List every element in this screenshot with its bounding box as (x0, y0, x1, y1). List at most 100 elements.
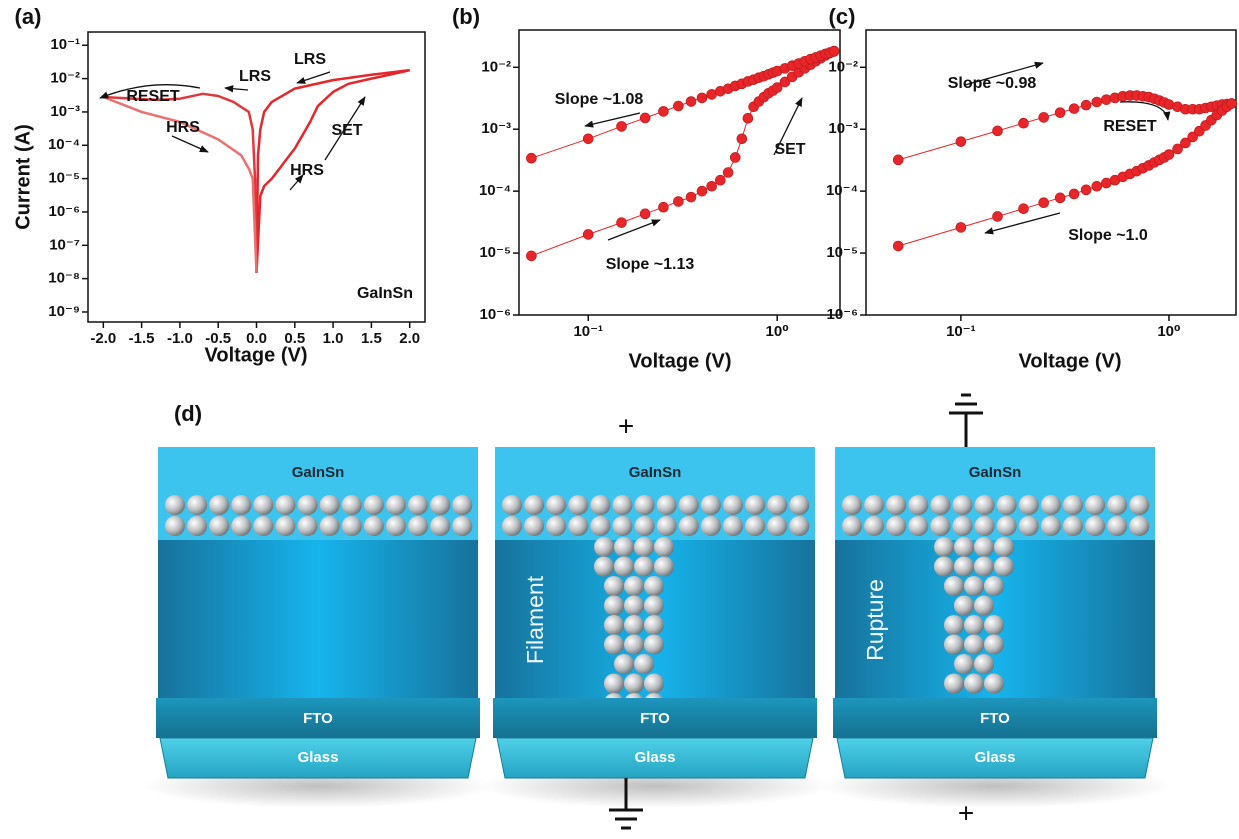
y-tick-label: 10⁻³ (50, 103, 80, 120)
metal-atom (613, 495, 633, 515)
metal-atom (320, 495, 340, 515)
x-tick-label: -0.5 (205, 330, 231, 347)
data-point (715, 175, 725, 185)
data-point (893, 241, 903, 251)
plot-frame (866, 30, 1236, 315)
metal-atom (644, 674, 664, 694)
y-tick-label: 10⁻² (50, 70, 80, 87)
metal-atom (886, 516, 906, 536)
annotation: Slope ~1.08 (555, 91, 644, 108)
metal-atom (994, 557, 1014, 577)
metal-atom (654, 537, 674, 557)
metal-atom (524, 516, 544, 536)
arrow (172, 136, 208, 152)
panel-label: (d) (174, 401, 202, 426)
metal-atom (342, 495, 362, 515)
x-tick-label: 10⁻¹ (946, 323, 976, 340)
metal-atom (209, 495, 229, 515)
metal-atom (679, 495, 699, 515)
metal-atom (1107, 495, 1127, 515)
metal-atom (634, 654, 654, 674)
data-point (526, 153, 536, 163)
metal-atom (975, 495, 995, 515)
metal-atom (546, 495, 566, 515)
glass-label: Glass (298, 749, 339, 766)
data-point (1081, 185, 1091, 195)
x-tick-label: 0.0 (246, 330, 267, 347)
annotation: GaInSn (357, 285, 413, 302)
metal-atom (886, 495, 906, 515)
annotation: SET (331, 122, 362, 139)
metal-atom (954, 596, 974, 616)
metal-atom (604, 576, 624, 596)
y-tick-label: 10⁻³ (828, 120, 858, 137)
metal-atom (604, 635, 624, 655)
metal-atom (604, 674, 624, 694)
y-tick-label: 10⁻⁴ (479, 182, 511, 199)
metal-atom (1019, 495, 1039, 515)
annotation: Slope ~0.98 (948, 75, 1037, 92)
metal-atom (644, 635, 664, 655)
data-point (723, 168, 733, 178)
metal-atom (1063, 516, 1083, 536)
metal-atom (953, 495, 973, 515)
data-point (737, 134, 747, 144)
data-point (617, 218, 627, 228)
metal-atom (408, 495, 428, 515)
metal-atom (1129, 516, 1149, 536)
annotation: HRS (290, 162, 324, 179)
metal-atom (298, 516, 318, 536)
y-tick-label: 10⁻⁸ (48, 270, 80, 287)
metal-atom (624, 674, 644, 694)
y-tick-label: 10⁻⁶ (479, 306, 511, 323)
metal-atom (590, 516, 610, 536)
metal-atom (842, 495, 862, 515)
metal-atom (767, 495, 787, 515)
metal-atom (187, 495, 207, 515)
figure: (a)Voltage (V)Current (A)-2.0-1.5-1.0-0.… (0, 0, 1239, 839)
metal-atom (594, 537, 614, 557)
metal-atom (644, 615, 664, 635)
metal-atom (964, 635, 984, 655)
data-point (1019, 118, 1029, 128)
metal-atom (386, 495, 406, 515)
metal-atom (701, 516, 721, 536)
metal-atom (908, 516, 928, 536)
metal-atom (386, 516, 406, 536)
metal-atom (635, 516, 655, 536)
data-point (993, 126, 1003, 136)
metal-atom (624, 596, 644, 616)
metal-atom (944, 615, 964, 635)
metal-atom (276, 516, 296, 536)
data-line (257, 70, 410, 273)
metal-atom (654, 557, 674, 577)
glass-label: Glass (635, 749, 676, 766)
x-tick-label: -2.0 (90, 330, 116, 347)
data-point (829, 46, 839, 56)
metal-atom (974, 596, 994, 616)
metal-atom (975, 516, 995, 536)
metal-atom (723, 495, 743, 515)
metal-atom (502, 516, 522, 536)
metal-atom (644, 596, 664, 616)
metal-atom (864, 495, 884, 515)
metal-atom (657, 516, 677, 536)
metal-atom (723, 516, 743, 536)
y-tick-label: 10⁻⁶ (48, 203, 80, 220)
x-axis-title: Voltage (V) (1019, 350, 1122, 372)
metal-atom (1041, 495, 1061, 515)
metal-atom (842, 516, 862, 536)
metal-atom (1129, 495, 1149, 515)
metal-atom (953, 516, 973, 536)
glass-label: Glass (975, 749, 1016, 766)
metal-atom (342, 516, 362, 536)
metal-atom (984, 674, 1004, 694)
data-point (697, 186, 707, 196)
metal-atom (624, 615, 644, 635)
metal-atom (635, 495, 655, 515)
electrode-label: GaInSn (629, 464, 682, 481)
metal-atom (253, 495, 273, 515)
fto-label: FTO (980, 710, 1010, 727)
x-tick-label: 2.0 (399, 330, 420, 347)
metal-atom (1085, 495, 1105, 515)
